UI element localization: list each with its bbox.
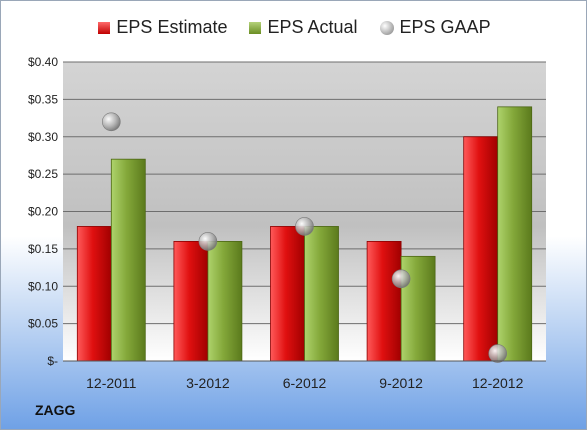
x-tick-label: 9-2012 [379,375,423,391]
bar-eps-estimate [366,240,402,362]
legend-swatch-estimate [98,21,111,34]
y-tick-label: $0.15 [28,242,58,256]
x-tick-label: 12-2011 [86,375,137,391]
legend-label-estimate: EPS Estimate [116,17,228,37]
bar-eps-estimate [463,136,499,362]
chart-legend: EPS Estimate EPS Actual EPS GAAP [1,17,586,38]
x-tick-label: 3-2012 [186,375,230,391]
bar-eps-estimate [76,226,112,362]
x-tick-label: 12-2012 [472,375,524,391]
bar-eps-actual [110,158,146,362]
bar-eps-actual [304,226,339,362]
company-label: ZAGG [35,402,76,418]
y-tick-label: $0.10 [28,279,58,293]
legend-swatch-gaap [379,20,394,35]
bar-eps-actual [497,106,533,362]
bar-eps-estimate [173,240,209,362]
legend-swatch-actual [249,21,262,34]
legend-item-gaap: EPS GAAP [379,17,491,38]
y-tick-label: $0.20 [28,205,58,219]
legend-label-gaap: EPS GAAP [399,17,491,37]
point-eps-gaap [488,344,508,363]
legend-item-actual: EPS Actual [249,17,358,38]
y-tick-label: $0.40 [28,55,58,69]
y-tick-label: $0.05 [28,317,58,331]
bar-eps-estimate [270,226,305,362]
y-tick-label: $0.25 [28,167,58,181]
point-eps-gaap [391,269,411,289]
legend-item-estimate: EPS Estimate [98,17,227,38]
y-tick-label: $0.35 [28,92,58,106]
point-eps-gaap [102,112,121,132]
point-eps-gaap [198,232,218,251]
legend-label-actual: EPS Actual [267,17,358,37]
bar-eps-actual [207,240,243,362]
y-tick-label: $- [47,354,58,368]
x-tick-label: 6-2012 [283,375,327,391]
y-tick-label: $0.30 [28,130,58,144]
point-eps-gaap [295,217,314,236]
